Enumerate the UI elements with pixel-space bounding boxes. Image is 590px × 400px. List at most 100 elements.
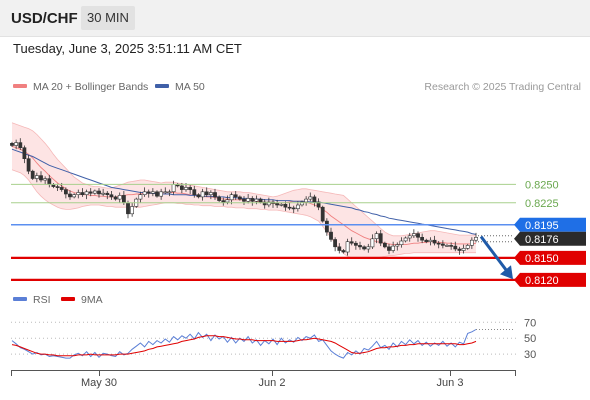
candle-body-up xyxy=(308,196,313,200)
candle-body-up xyxy=(159,191,164,197)
candle-body-down xyxy=(378,233,383,244)
candle-body-down xyxy=(30,170,35,179)
candle xyxy=(196,193,201,199)
candle xyxy=(411,229,416,239)
candle-body-down xyxy=(291,207,296,210)
last-price-badge-text: 0.8176 xyxy=(525,234,559,246)
candle-body-down xyxy=(10,143,14,146)
bollinger-upper-line xyxy=(11,122,476,237)
candle-body-up xyxy=(34,175,39,179)
candle-body-up xyxy=(469,239,474,246)
candle xyxy=(10,141,14,147)
candle xyxy=(337,243,342,254)
legend-label-9ma: 9MA xyxy=(81,294,103,306)
candle xyxy=(469,237,474,250)
candle-body-down xyxy=(250,198,255,202)
candle xyxy=(14,139,19,150)
candle-body-up xyxy=(167,191,172,194)
candle-body-down xyxy=(358,245,362,248)
candle-body-down xyxy=(316,201,321,208)
candle-body-down xyxy=(432,239,437,244)
candle xyxy=(22,145,27,164)
candle xyxy=(420,233,425,244)
candle-body-up xyxy=(246,198,251,202)
candle-body-down xyxy=(416,233,420,238)
candle-body-down xyxy=(436,242,441,245)
candle-body-up xyxy=(101,192,106,195)
candle xyxy=(200,188,205,201)
rsi-plot: 70 50 30 xyxy=(11,317,536,361)
candle xyxy=(109,191,114,200)
x-tick-label: Jun 3 xyxy=(437,377,464,389)
candle xyxy=(204,187,209,197)
candle xyxy=(159,188,164,200)
last-price-badge: 0.8176 xyxy=(514,231,586,246)
candle xyxy=(97,188,101,198)
interval-button[interactable]: 30 MIN xyxy=(81,6,135,30)
candle xyxy=(34,172,39,183)
candle xyxy=(242,196,246,205)
candle xyxy=(403,236,408,243)
x-tick-label: May 30 xyxy=(81,377,117,389)
candle-body-down xyxy=(382,242,387,248)
candle-body-down xyxy=(113,196,118,200)
candle xyxy=(138,191,143,203)
candle xyxy=(366,243,371,253)
candle xyxy=(395,242,400,251)
candle xyxy=(341,249,346,254)
candle-body-up xyxy=(163,191,168,194)
candle-body-up xyxy=(461,248,466,251)
candle xyxy=(101,188,106,197)
candle-body-down xyxy=(221,200,226,203)
x-axis-ticks: May 30 Jun 2 Jun 3 xyxy=(81,370,464,389)
candle-body-up xyxy=(138,194,143,200)
candle xyxy=(358,241,362,250)
forecast-arrow-head xyxy=(500,265,513,280)
candle xyxy=(250,196,255,206)
rsi-tick-label-30: 30 xyxy=(524,349,536,361)
candle xyxy=(188,185,193,194)
candle xyxy=(246,193,251,204)
candle-body-up xyxy=(366,246,371,250)
level-label-0-8250: 0.8250 xyxy=(525,179,559,191)
candle xyxy=(30,169,35,181)
candle-body-down xyxy=(287,206,292,209)
candle-body-up xyxy=(130,206,135,215)
candle-body-down xyxy=(213,192,217,198)
candle xyxy=(291,205,296,214)
candle-body-down xyxy=(39,175,43,181)
candle-body-up xyxy=(229,194,234,201)
candle-body-down xyxy=(341,250,346,253)
candle-body-down xyxy=(47,178,52,185)
candle-body-up xyxy=(391,245,396,251)
candle-body-down xyxy=(22,147,27,159)
candle-body-down xyxy=(146,191,151,194)
rsi-9ma-line xyxy=(11,335,477,357)
candle-body-up xyxy=(184,187,188,190)
candle-body-up xyxy=(399,240,404,246)
candle-body-up xyxy=(295,204,300,210)
candle xyxy=(262,199,267,209)
candle xyxy=(217,195,222,203)
candle xyxy=(304,196,309,206)
candle-body-up xyxy=(428,239,433,242)
candle-body-down xyxy=(155,191,159,197)
level-badge-0-8120-text: 0.8120 xyxy=(525,275,559,287)
candle-body-down xyxy=(424,239,429,242)
candle-body-up xyxy=(225,199,230,203)
candle-body-down xyxy=(349,241,354,244)
candle xyxy=(105,191,110,200)
forecast-arrow-shaft xyxy=(479,235,509,273)
candle-body-down xyxy=(242,198,246,202)
candle xyxy=(465,243,470,250)
candle xyxy=(26,155,31,175)
candle xyxy=(192,185,197,198)
candle xyxy=(416,231,420,242)
candle-body-down xyxy=(18,142,23,149)
candle xyxy=(382,241,387,249)
candle xyxy=(449,242,454,250)
candle-body-up xyxy=(403,237,408,242)
candle xyxy=(93,189,97,195)
legend-swatch-ma50 xyxy=(155,84,169,88)
